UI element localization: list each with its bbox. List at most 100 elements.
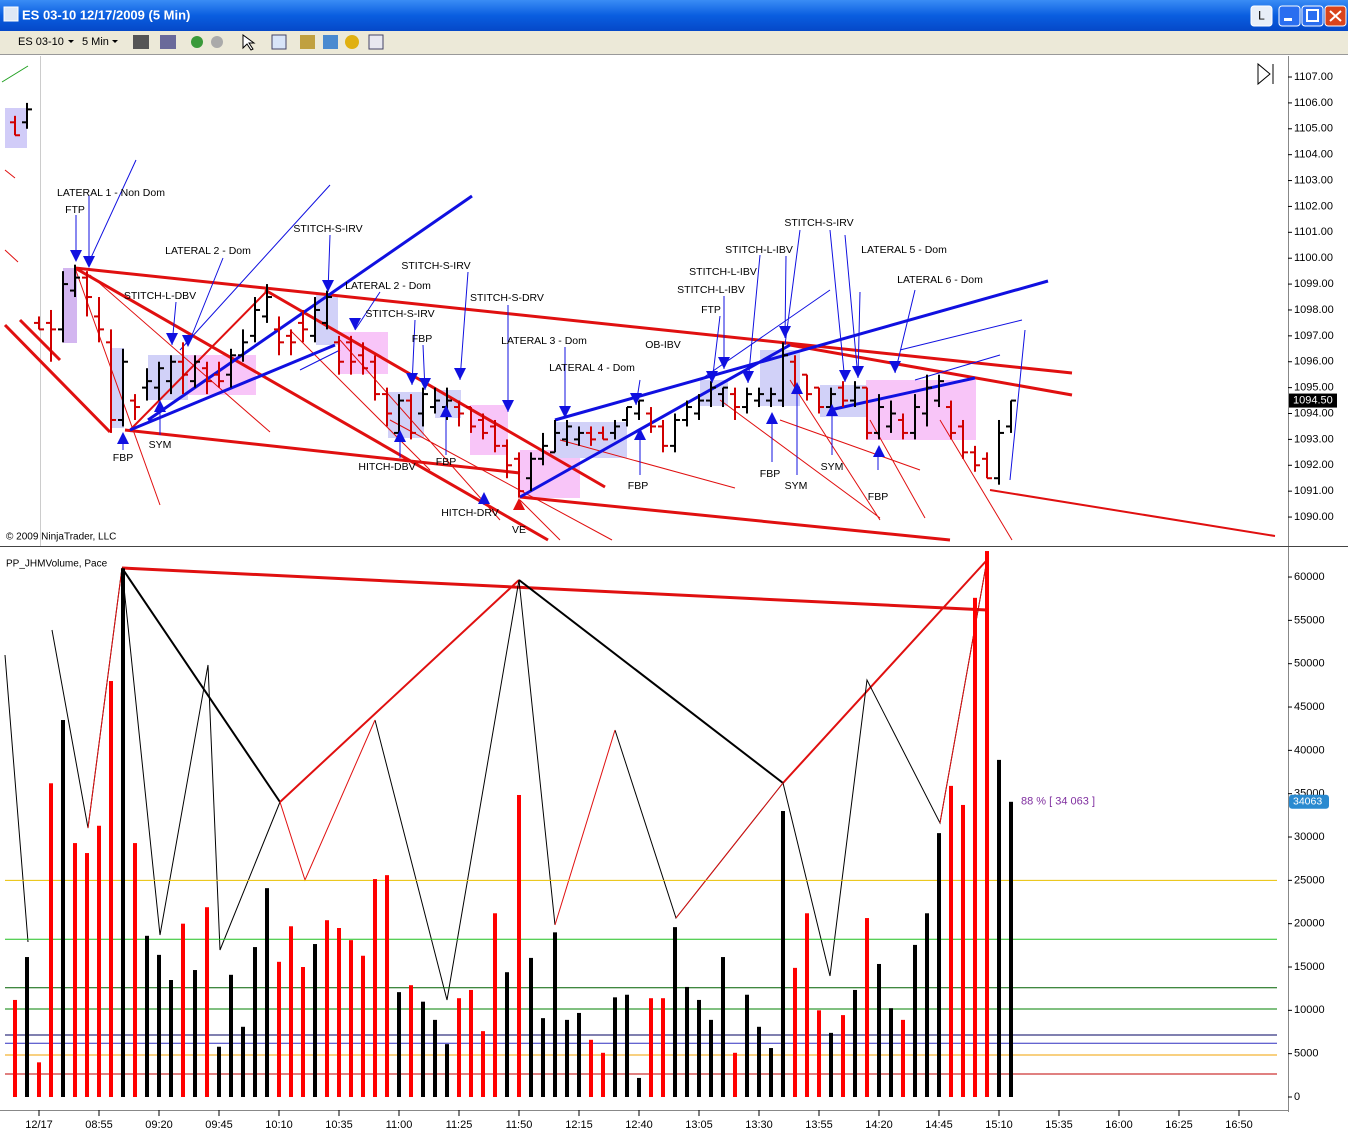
annotation: SYM [149,439,172,451]
signal-arrow [791,382,803,394]
volume-bar [901,1019,905,1098]
annotation: HITCH-DBV [358,461,415,473]
l-button-label[interactable]: L [1258,9,1265,23]
signal-arrow [630,393,642,405]
signal-arrow [826,404,838,416]
x-tick-label: 15:35 [1045,1119,1073,1131]
volume-bar [361,955,365,1098]
annotation: FTP [701,304,721,316]
volume-bar [13,999,17,1098]
y-tick-label: 50000 [1294,658,1325,670]
signal-arrow [454,368,466,380]
x-tick-label: 11:50 [506,1119,533,1131]
volume-bar [757,1026,761,1098]
signal-arrow [322,280,334,292]
y-tick-label: 30000 [1294,831,1325,843]
y-tick-label: 5000 [1294,1048,1318,1060]
copyright: © 2009 NinjaTrader, LLC [6,532,116,543]
pace-annotation: 88 % [ 34 063 ] [1021,796,1095,808]
signal-arrow [718,357,730,369]
volume-bar [529,957,533,1098]
volume-bar [145,935,149,1098]
volume-bar [661,998,665,1098]
y-tick-label: 1103.00 [1294,174,1333,186]
y-tick-label: 1090.00 [1294,511,1334,523]
volume-bar [997,759,1001,1098]
volume-bar [781,811,785,1098]
bar-type-button[interactable] [133,35,149,49]
annotation: STITCH-S-IRV [365,308,434,320]
volume-bar [1009,801,1013,1098]
cursor-button[interactable] [242,34,256,51]
y-tick-label: 1099.00 [1294,278,1334,290]
annotation: FBP [113,452,133,464]
volume-bar [157,954,161,1098]
data-box-button[interactable] [368,34,384,50]
volume-bar [97,825,101,1098]
annotation: VE [512,524,526,536]
volume-bar [913,944,917,1098]
l-button[interactable] [1250,5,1273,27]
signal-arrow [166,333,178,345]
volume-bar [985,551,989,1098]
y-tick-label: 1100.00 [1294,252,1333,264]
instrument-selector[interactable] [12,33,78,51]
pace-line [121,566,988,612]
y-tick-label: 1095.00 [1294,382,1334,394]
volume-bar [265,888,269,1098]
zoom-out-button[interactable] [211,36,223,48]
zoom-in-button[interactable] [191,36,203,48]
signal-arrow [83,256,95,268]
volume-bar [829,1032,833,1098]
signal-arrow [779,326,791,338]
signal-arrow [154,400,166,412]
annotation: OB-IBV [645,339,681,351]
blue-channel [129,194,1049,499]
minimize-button[interactable] [1278,5,1301,27]
y-tick-label: 0 [1294,1091,1300,1103]
toolbar-icons [133,34,384,51]
volume-bar [493,913,497,1098]
y-tick-label: 1104.00 [1294,149,1333,161]
y-tick-label: 1094.00 [1294,407,1334,419]
annotation: SYM [785,480,808,492]
volume-bar [817,1010,821,1098]
market-analyzer-button[interactable] [345,35,359,49]
annotation: LATERAL 4 - Dom [549,362,635,374]
signal-arrow [559,406,571,418]
y-tick-label: 20000 [1294,918,1325,930]
volume-bar [853,989,857,1098]
volume-bar [373,879,377,1098]
indicator-button[interactable] [323,35,338,49]
volume-bar [565,1019,569,1098]
thin-red-lines [4,169,1013,541]
y-tick-label: 1107.00 [1294,71,1333,83]
signal-arrow [419,378,431,390]
minimize-icon [1284,18,1292,21]
volume-bar [121,568,125,1098]
volume-bar [949,785,953,1098]
annotation: LATERAL 2 - Dom [165,245,251,257]
draw-button[interactable] [160,35,176,49]
interval-label[interactable]: 5 Min [82,36,109,48]
volume-bar [433,1019,437,1098]
volume-bar [241,1026,245,1098]
volume-bar [937,833,941,1098]
volume-bar [685,986,689,1098]
interval-selector[interactable] [80,33,124,51]
properties-button[interactable] [271,34,287,50]
y-tick-label: 1092.00 [1294,459,1334,471]
annotation: FBP [868,491,888,503]
last-volume-label: 34063 [1293,796,1322,808]
x-tick-label: 11:25 [446,1119,473,1131]
instrument-label[interactable]: ES 03-10 [18,36,64,48]
volume-bar [25,957,29,1098]
x-tick-label: 12/17 [25,1119,53,1131]
volume-bar [709,1019,713,1098]
strategy-button[interactable] [300,35,315,49]
x-tick-label: 16:00 [1105,1119,1133,1131]
volume-bar [553,932,557,1098]
x-tick-label: 12:15 [565,1119,593,1131]
scroll-end-icon[interactable] [1257,62,1274,86]
